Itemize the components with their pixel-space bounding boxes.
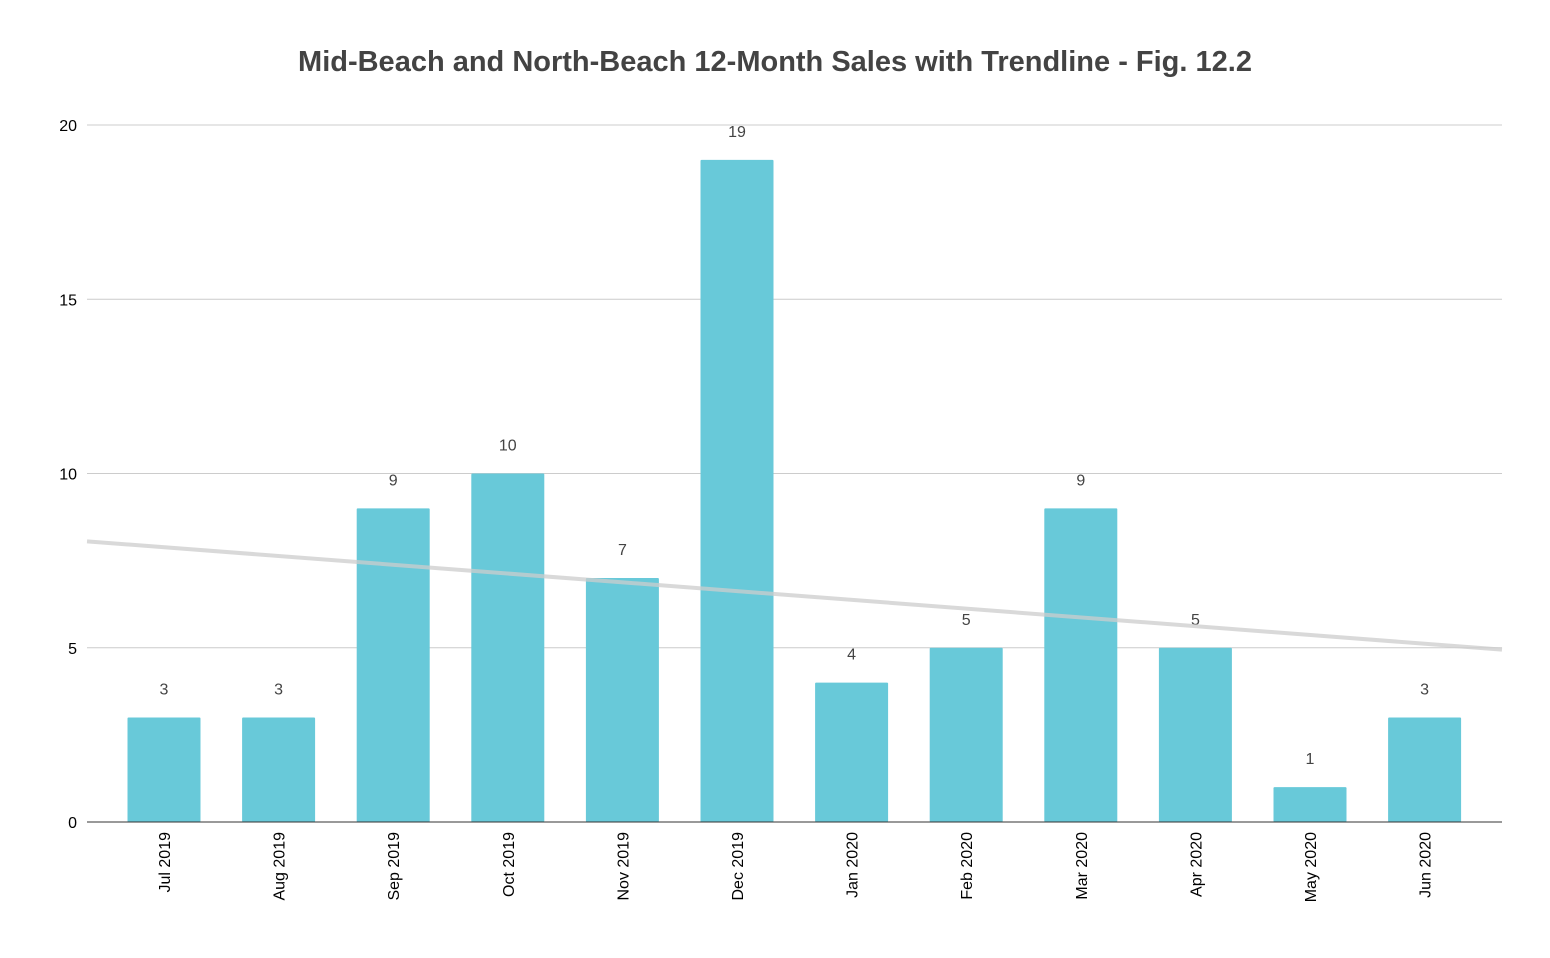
x-tick-label: Aug 2019 [272,832,289,901]
x-tick-label: Jan 2020 [845,832,862,898]
data-label: 4 [847,647,856,664]
bar [1273,787,1347,822]
bar [1388,717,1462,822]
data-label: 3 [274,681,283,698]
data-label: 3 [1420,681,1429,698]
data-label: 7 [618,542,627,559]
data-label: 10 [499,438,517,455]
x-tick-label: Jul 2019 [157,832,174,893]
x-tick-label: Jun 2020 [1418,832,1435,898]
x-tick-label: Feb 2020 [959,832,976,900]
bar [815,682,889,822]
data-label: 9 [389,472,398,489]
y-tick-label: 20 [59,118,77,135]
data-label: 5 [1191,612,1200,629]
x-tick-label: Dec 2019 [730,832,747,901]
y-tick-label: 10 [59,467,77,484]
trendline [86,539,1503,652]
x-tick-label: Sep 2019 [386,832,403,901]
data-label: 9 [1076,472,1085,489]
x-tick-label: Oct 2019 [501,832,518,897]
bar [1158,647,1232,822]
data-label: 3 [160,681,169,698]
bar [585,578,659,822]
bar [356,508,430,822]
y-tick-label: 15 [59,292,77,309]
x-tick-label: Nov 2019 [615,832,632,901]
bar [471,473,545,822]
bar [700,159,774,823]
data-label: 5 [962,612,971,629]
x-tick-label: Apr 2020 [1188,832,1205,897]
data-label: 1 [1306,751,1315,768]
x-tick-label: May 2020 [1303,832,1320,902]
bar [242,717,316,822]
chart-title: Mid-Beach and North-Beach 12-Month Sales… [298,46,1252,78]
bar [127,717,201,822]
bar [1044,508,1118,822]
y-tick-label: 0 [68,815,77,832]
y-tick-label: 5 [68,641,77,658]
bar [929,647,1003,822]
data-label: 19 [728,124,746,141]
x-tick-label: Mar 2020 [1074,832,1091,900]
